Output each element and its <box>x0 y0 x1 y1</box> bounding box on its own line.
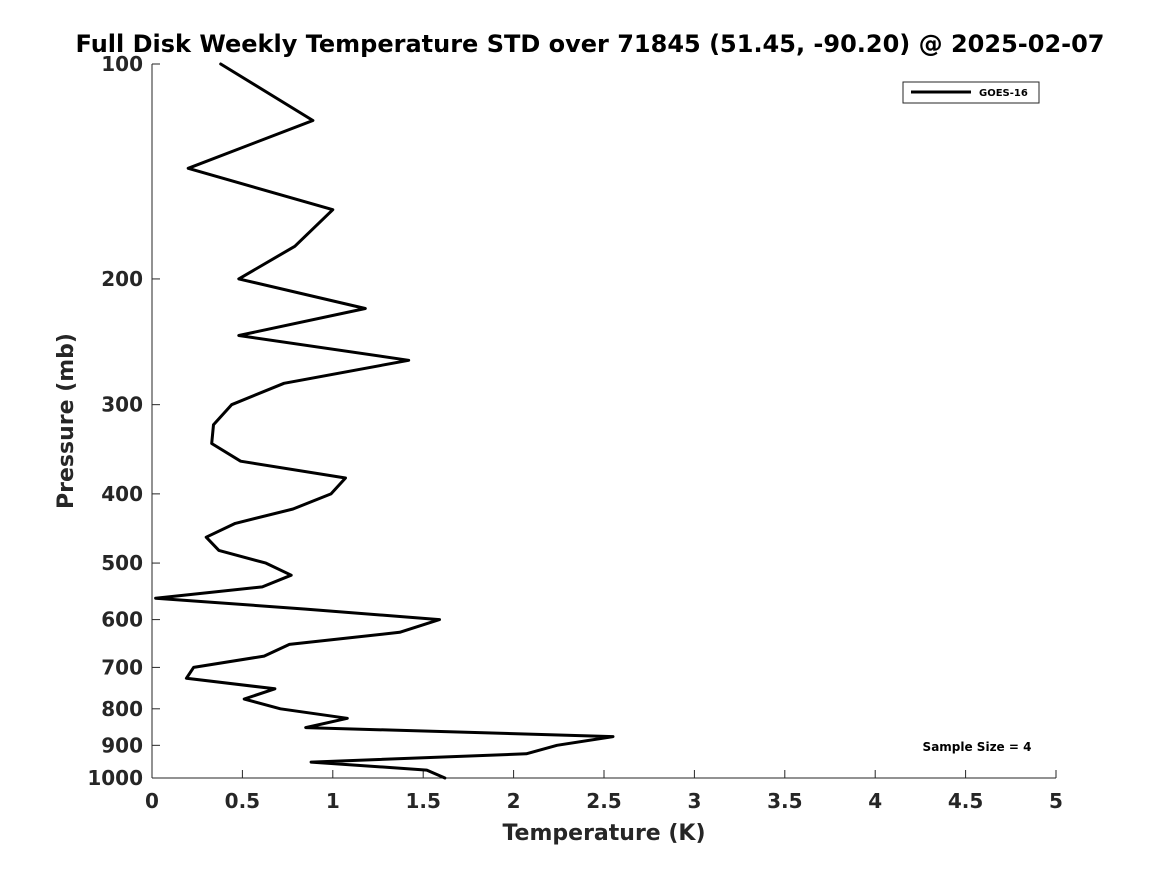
y-tick-label: 800 <box>101 697 143 721</box>
legend: GOES-16 <box>902 81 1040 104</box>
y-tick-label: 1000 <box>87 766 143 790</box>
x-tick-label: 2.5 <box>586 789 621 813</box>
y-tick-label: 300 <box>101 393 143 417</box>
y-tick-label: 700 <box>101 655 143 679</box>
sample-size-annotation: Sample Size = 4 <box>923 740 1032 754</box>
y-tick-label: 100 <box>101 52 143 76</box>
y-tick-label: 200 <box>101 267 143 291</box>
series-line-goes-16 <box>154 62 615 780</box>
x-tick-label: 4 <box>868 789 882 813</box>
series-layer <box>154 62 615 780</box>
y-tick-label: 600 <box>101 608 143 632</box>
y-tick-label: 900 <box>101 733 143 757</box>
x-tick-label: 1.5 <box>405 789 440 813</box>
x-axis-ticks: 0 0.5 1 1.5 2 2.5 3 3.5 4 4.5 5 <box>145 770 1063 813</box>
x-tick-label: 2 <box>507 789 521 813</box>
y-tick-label: 500 <box>101 551 143 575</box>
y-axis-label: Pressure (mb) <box>54 333 79 509</box>
y-axis-ticks: 100 200 300 400 500 600 700 800 900 1000 <box>87 52 160 790</box>
x-tick-label: 0.5 <box>225 789 260 813</box>
chart-title: Full Disk Weekly Temperature STD over 71… <box>76 30 1105 58</box>
x-tick-label: 5 <box>1049 789 1063 813</box>
x-tick-label: 4.5 <box>948 789 983 813</box>
x-tick-label: 1 <box>326 789 340 813</box>
x-tick-label: 3.5 <box>767 789 802 813</box>
x-axis-label: Temperature (K) <box>502 821 705 846</box>
x-tick-label: 3 <box>687 789 701 813</box>
y-tick-label: 400 <box>101 482 143 506</box>
x-tick-label: 0 <box>145 789 159 813</box>
legend-label-goes-16: GOES-16 <box>979 88 1028 99</box>
